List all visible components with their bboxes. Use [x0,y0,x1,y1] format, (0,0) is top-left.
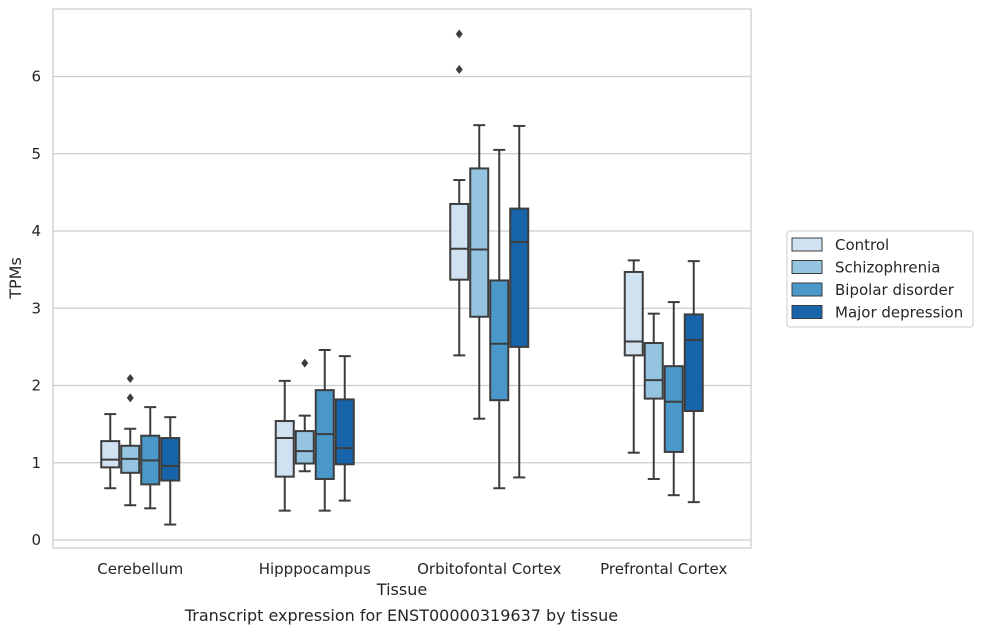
legend-item: Major depression [791,304,963,322]
box-iqr [449,202,470,281]
outlier-point [126,393,134,403]
box-iqr [160,437,181,482]
box-iqr [274,420,295,478]
x-tick-labels: Cerebellum Hipppocampus Orbitofontal Corte… [97,560,727,578]
x-tick-label: Prefrontal Cortex [600,560,727,578]
box-plot-control [274,379,295,512]
box-plot-major-depression [334,355,355,502]
y-tick-label: 1 [31,454,41,472]
box-plot-bipolar-disorder [140,406,161,510]
y-tick-label: 3 [31,299,41,317]
box-iqr [663,365,684,453]
box-iqr [683,313,704,412]
x-tick-label: Hipppocampus [259,560,371,578]
legend-item: Schizophrenia [791,259,940,277]
box-plot-schizophrenia [120,374,141,507]
box-plot-bipolar-disorder [489,148,510,490]
box-plot-schizophrenia [643,312,664,480]
box-iqr [643,342,664,400]
outlier-point [455,65,463,75]
box-iqr [100,440,121,469]
box-plot-control [623,259,644,454]
legend-item: Control [791,236,889,254]
outlier-point [455,29,463,39]
box-plot-major-depression [509,124,530,479]
outlier-point [301,358,309,368]
legend-label: Bipolar disorder [835,281,955,299]
y-tick-label: 5 [31,145,41,163]
legend-label: Schizophrenia [835,259,940,277]
plot-area-frame [52,8,752,549]
x-tick-label: Orbitofontal Cortex [417,560,561,578]
box-iqr [294,430,315,465]
y-axis-label: TPMs [6,257,25,300]
y-tick-label: 6 [31,68,41,86]
legend-frame [786,230,974,328]
legend-swatch [791,282,823,297]
box-plot-control [449,29,470,357]
box-iqr [469,167,490,318]
box-plot-major-depression [683,260,704,504]
box-iqr [509,207,530,348]
legend-item: Bipolar disorder [791,281,955,299]
y-tick-label: 4 [31,222,41,240]
box-iqr [489,279,510,402]
legend-swatch [791,237,823,252]
legend-label: Control [835,236,889,254]
y-tick-labels: 0 1 2 3 4 5 6 [31,68,41,550]
boxes [100,29,704,526]
legend-swatch [791,260,823,274]
box-plot-major-depression [160,416,181,526]
y-tick-label: 0 [31,531,41,549]
box-plot-control [100,413,121,490]
legend-label: Major depression [835,304,963,322]
x-tick-label: Cerebellum [97,560,183,578]
box-plot-schizophrenia [294,358,315,473]
chart-caption: Transcript expression for ENST0000031963… [184,606,619,625]
legend-swatch [791,305,823,319]
box-iqr [623,270,644,357]
box-plot-bipolar-disorder [663,301,684,497]
legend: Control Schizophrenia Bipolar disorder Majo… [786,230,974,328]
box-plot-schizophrenia [469,124,490,420]
x-axis-label: Tissue [376,580,427,599]
outlier-point [126,374,134,384]
box-iqr [334,398,355,466]
y-tick-label: 2 [31,377,41,395]
box-plot-bipolar-disorder [314,348,335,512]
